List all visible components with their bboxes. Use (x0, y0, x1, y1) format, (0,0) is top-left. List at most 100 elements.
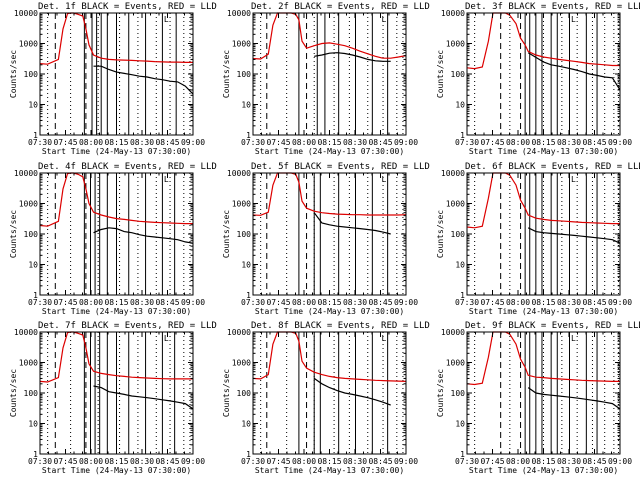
series-line-lld (252, 12, 407, 60)
x-tick-label: 08:30 (557, 457, 581, 466)
series-line-events (313, 212, 391, 235)
series-line-lld (39, 12, 193, 65)
x-tick-label: 09:00 (608, 298, 632, 307)
y-axis-label: Counts/sec (9, 210, 18, 258)
x-tick-label: 08:00 (292, 457, 316, 466)
x-axis-label: Start Time (24-May-13 07:30:00) (42, 466, 191, 475)
series-line-lld (252, 172, 407, 216)
x-tick-label: 08:30 (130, 457, 154, 466)
y-tick-label: 100 (237, 389, 252, 398)
x-tick-label: 08:45 (368, 138, 392, 147)
y-tick-label: 10000 (441, 9, 465, 18)
y-tick-label: 1 (460, 131, 465, 140)
y-axis-label: Counts/sec (9, 369, 18, 417)
series-line-lld (39, 331, 193, 383)
y-tick-label: 10 (28, 261, 38, 270)
panel-det-3: Det. 3f BLACK = Events, RED = LLD L 1 10 100… (436, 2, 640, 156)
x-tick-label: 08:15 (531, 457, 555, 466)
y-tick-label: 10 (455, 420, 465, 429)
y-tick-label: 1 (33, 131, 38, 140)
x-tick-label: 07:30 (455, 298, 479, 307)
x-tick-label: 08:30 (343, 457, 367, 466)
x-tick-label: 07:45 (480, 457, 504, 466)
legend-marker: L (164, 175, 169, 184)
x-tick-label: 08:00 (506, 298, 530, 307)
panel-det-8: Det. 8f BLACK = Events, RED = LLD L 1 10 100… (222, 321, 430, 475)
series-line-events (527, 227, 621, 244)
y-tick-label: 100 (24, 230, 39, 239)
y-tick-label: 10000 (227, 169, 251, 178)
x-tick-label: 07:30 (455, 457, 479, 466)
y-tick-label: 10 (455, 101, 465, 110)
y-tick-label: 10 (241, 261, 251, 270)
x-tick-label: 07:30 (241, 298, 265, 307)
x-tick-label: 09:00 (181, 457, 205, 466)
legend-marker: L (571, 15, 576, 24)
y-tick-label: 1000 (232, 40, 251, 49)
y-tick-label: 10000 (14, 9, 38, 18)
x-tick-label: 08:15 (104, 138, 128, 147)
series-line-events (93, 65, 194, 95)
y-axis-label: Counts/sec (222, 369, 231, 417)
y-tick-label: 1 (246, 131, 251, 140)
x-tick-label: 08:30 (130, 298, 154, 307)
panel-det-2: Det. 2f BLACK = Events, RED = LLD L 1 10 100… (222, 2, 430, 156)
y-tick-label: 10000 (441, 169, 465, 178)
panel-title: Det. 7f BLACK = Events, RED = LLD (38, 321, 217, 331)
x-tick-label: 09:00 (608, 138, 632, 147)
x-tick-label: 07:45 (480, 298, 504, 307)
panel-title: Det. 9f BLACK = Events, RED = LLD (465, 321, 640, 331)
x-tick-label: 07:45 (53, 457, 77, 466)
x-tick-label: 08:45 (155, 457, 179, 466)
x-tick-label: 08:15 (531, 138, 555, 147)
x-tick-label: 09:00 (394, 457, 418, 466)
panel-det-1: Det. 1f BLACK = Events, RED = LLD L 1 10 100… (9, 2, 217, 156)
x-tick-label: 08:00 (506, 457, 530, 466)
legend-marker: L (571, 334, 576, 343)
x-tick-label: 07:45 (480, 138, 504, 147)
panel-title: Det. 6f BLACK = Events, RED = LLD (465, 162, 640, 172)
y-tick-label: 100 (24, 70, 39, 79)
y-tick-label: 1000 (19, 40, 38, 49)
y-tick-label: 1000 (446, 40, 465, 49)
x-tick-label: 09:00 (394, 298, 418, 307)
series-line-events (93, 227, 194, 244)
y-axis-label: Counts/sec (436, 210, 445, 258)
x-tick-label: 08:30 (343, 298, 367, 307)
x-tick-label: 08:00 (292, 138, 316, 147)
x-tick-label: 07:30 (28, 457, 52, 466)
y-axis-label: Counts/sec (436, 369, 445, 417)
y-tick-label: 10000 (441, 328, 465, 337)
x-tick-label: 08:15 (317, 298, 341, 307)
x-tick-label: 08:00 (79, 138, 103, 147)
series-line-events (527, 387, 621, 410)
x-tick-label: 08:15 (104, 298, 128, 307)
x-axis-label: Start Time (24-May-13 07:30:00) (469, 147, 618, 156)
y-tick-label: 10 (241, 101, 251, 110)
panel-title: Det. 1f BLACK = Events, RED = LLD (38, 2, 217, 12)
x-axis-label: Start Time (24-May-13 07:30:00) (42, 147, 191, 156)
x-tick-label: 08:45 (155, 298, 179, 307)
series-line-events (93, 385, 194, 410)
legend-marker: L (164, 15, 169, 24)
y-tick-label: 1 (33, 291, 38, 300)
x-tick-label: 08:00 (79, 298, 103, 307)
x-tick-label: 08:15 (317, 457, 341, 466)
y-tick-label: 10000 (227, 328, 251, 337)
x-tick-label: 08:45 (368, 457, 392, 466)
x-tick-label: 08:30 (343, 138, 367, 147)
x-tick-label: 07:30 (28, 298, 52, 307)
y-axis-label: Counts/sec (9, 50, 18, 98)
x-tick-label: 09:00 (181, 138, 205, 147)
x-tick-label: 07:45 (266, 298, 290, 307)
y-tick-label: 1 (246, 450, 251, 459)
y-tick-label: 1000 (446, 200, 465, 209)
series-line-events (314, 52, 391, 62)
x-axis-label: Start Time (24-May-13 07:30:00) (469, 307, 618, 316)
y-tick-label: 1000 (232, 359, 251, 368)
panel-title: Det. 2f BLACK = Events, RED = LLD (251, 2, 430, 12)
y-tick-label: 1000 (19, 200, 38, 209)
legend-marker: L (164, 334, 169, 343)
x-tick-label: 08:45 (582, 138, 606, 147)
x-tick-label: 07:45 (266, 138, 290, 147)
